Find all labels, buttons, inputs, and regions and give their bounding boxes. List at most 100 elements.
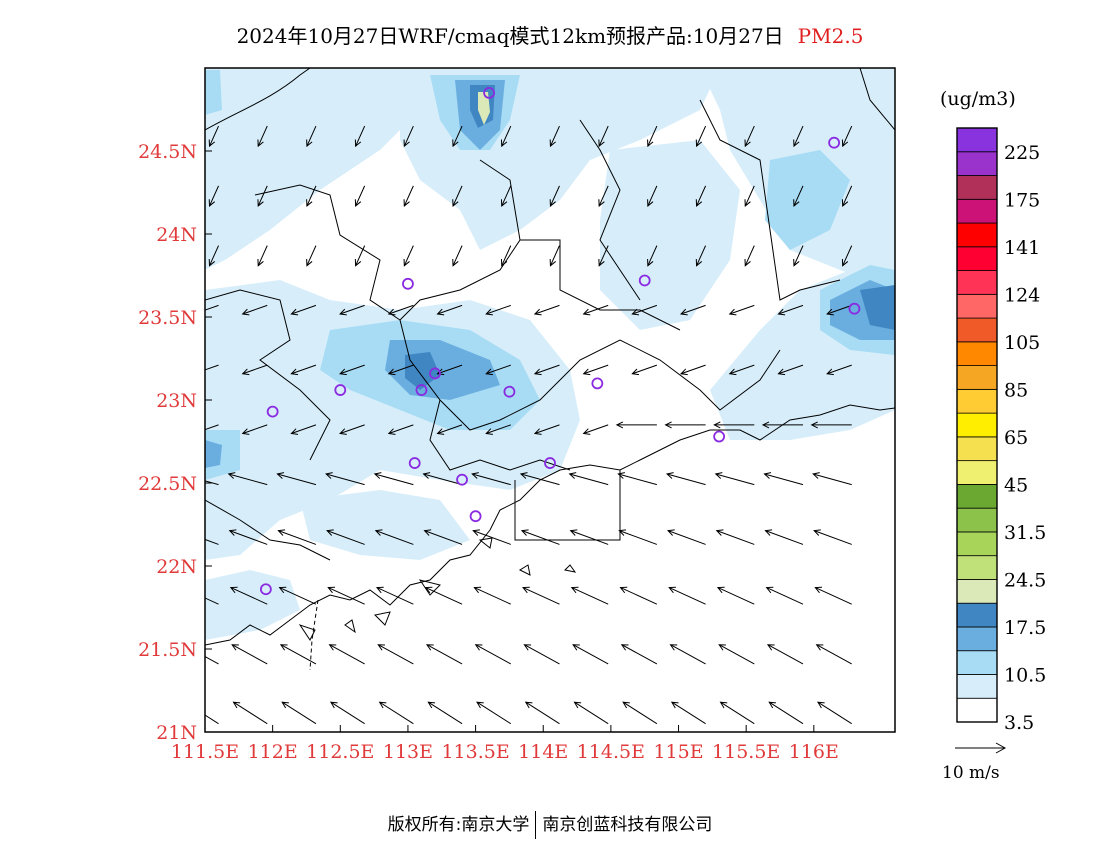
latitude-axis: 21N 21.5N 22N 22.5N 23N 23.5N 24N 24.5N xyxy=(138,141,212,744)
wind-arrow xyxy=(378,701,414,725)
island xyxy=(373,611,391,626)
wind-arrow xyxy=(423,529,463,545)
figure-title: 2024年10月27日WRF/cmaq模式12km预报产品:10月27日 PM2.… xyxy=(0,20,1100,49)
footer-company: 南京创蓝科技有限公司 xyxy=(542,815,713,835)
wind-arrow xyxy=(719,701,755,725)
wind-arrow xyxy=(329,701,365,725)
legend-swatch xyxy=(956,507,998,533)
wind-arrow xyxy=(425,644,463,665)
lat-tick-label: 22N xyxy=(156,556,197,578)
wind-arrow xyxy=(354,245,366,267)
wind-arrow xyxy=(474,644,512,665)
wind-arrow xyxy=(666,529,706,545)
wind-scale-label: 10 m/s xyxy=(942,763,1000,783)
lon-tick-label: 113E xyxy=(383,741,433,763)
legend-swatch xyxy=(956,436,998,462)
wind-arrow xyxy=(817,701,852,725)
legend-swatch xyxy=(956,270,998,295)
wind-arrow xyxy=(257,125,268,148)
footer-separator xyxy=(535,811,537,839)
color-legend: 225 175 141 124 105 85 65 45 31.5 24.5 17.5 10.5 3.5 xyxy=(956,127,1046,734)
pm-band-low xyxy=(300,490,470,560)
lon-tick-label: 115E xyxy=(653,741,703,763)
station-marker xyxy=(591,377,604,390)
wind-arrow xyxy=(520,529,560,545)
wind-arrow xyxy=(290,304,317,316)
wind-arrow xyxy=(241,364,268,376)
wind-arrow xyxy=(471,472,511,486)
station-marker xyxy=(408,457,421,469)
wind-arrow xyxy=(208,125,219,148)
wind-arrow xyxy=(622,701,658,725)
pm-band-peak xyxy=(860,285,895,330)
legend-swatch xyxy=(956,531,998,557)
wind-arrow xyxy=(205,480,219,486)
wind-arrow xyxy=(472,529,511,545)
pm-band-mid xyxy=(205,430,240,480)
station-marker xyxy=(469,510,482,523)
lat-tick-label: 23.5N xyxy=(138,307,197,329)
wind-arrow xyxy=(375,586,414,605)
legend-level-label: 85 xyxy=(1004,379,1028,401)
wind-arrow xyxy=(631,304,658,316)
wind-arrow xyxy=(841,245,853,267)
wind-arrow xyxy=(761,421,803,429)
wind-arrow xyxy=(227,472,268,486)
legend-swatch xyxy=(956,412,998,438)
wind-arrow xyxy=(728,304,755,316)
wind-arrow xyxy=(826,364,852,376)
lat-tick-label: 23N xyxy=(156,390,197,412)
lat-tick-label: 21.5N xyxy=(138,639,197,661)
wind-arrow xyxy=(500,125,512,148)
lat-tick-label: 22.5N xyxy=(138,473,197,495)
station-marker xyxy=(415,384,428,396)
wind-arrow xyxy=(598,245,609,267)
lon-tick-label: 111.5E xyxy=(171,741,239,763)
wind-arrow xyxy=(373,472,414,486)
station-marker xyxy=(266,405,279,418)
legend-swatch xyxy=(956,317,998,343)
wind-arrow xyxy=(810,421,852,429)
wind-arrow xyxy=(354,125,366,148)
title-text: 2024年10月27日WRF/cmaq模式12km预报产品:10月27日 xyxy=(236,24,784,48)
wind-arrow xyxy=(290,424,317,435)
legend-swatch xyxy=(956,483,998,509)
legend-level-label: 175 xyxy=(1004,189,1040,211)
wind-arrow xyxy=(306,185,317,207)
wind-arrow xyxy=(763,472,804,486)
wind-arrow xyxy=(618,529,658,545)
wind-scale: 10 m/s xyxy=(942,742,1007,783)
wind-arrow xyxy=(476,701,512,725)
wind-arrow xyxy=(549,185,560,207)
wind-arrow xyxy=(765,586,804,605)
wind-arrow xyxy=(598,185,609,207)
wind-arrow xyxy=(276,472,317,486)
wind-arrow xyxy=(327,586,365,605)
wind-arrow xyxy=(841,125,853,148)
wind-arrow xyxy=(403,245,414,267)
legend-swatch xyxy=(956,460,998,485)
province-boundary xyxy=(429,399,571,471)
province-boundary xyxy=(859,68,895,131)
wind-arrow xyxy=(670,701,706,725)
wind-arrow xyxy=(354,185,366,207)
wind-arrow xyxy=(485,304,511,316)
legend-frame xyxy=(956,127,998,723)
wind-arrow xyxy=(485,424,511,435)
coastline xyxy=(514,470,621,541)
wind-arrow xyxy=(306,125,317,148)
legend-level-label: 10.5 xyxy=(1004,664,1046,686)
legend-swatch xyxy=(956,579,998,604)
wind-arrow xyxy=(793,125,804,148)
wind-arrow xyxy=(777,364,804,376)
island xyxy=(563,564,577,573)
station-marker xyxy=(402,277,414,290)
wind-arrow xyxy=(716,586,755,605)
station-marker xyxy=(713,430,726,443)
footer: 版权所有:南京大学 南京创蓝科技有限公司 xyxy=(0,810,1100,839)
wind-arrow xyxy=(668,586,706,605)
wind-arrow xyxy=(452,245,463,267)
wind-arrow xyxy=(523,644,560,665)
wind-arrow xyxy=(436,304,463,316)
legend-swatch xyxy=(956,127,998,153)
